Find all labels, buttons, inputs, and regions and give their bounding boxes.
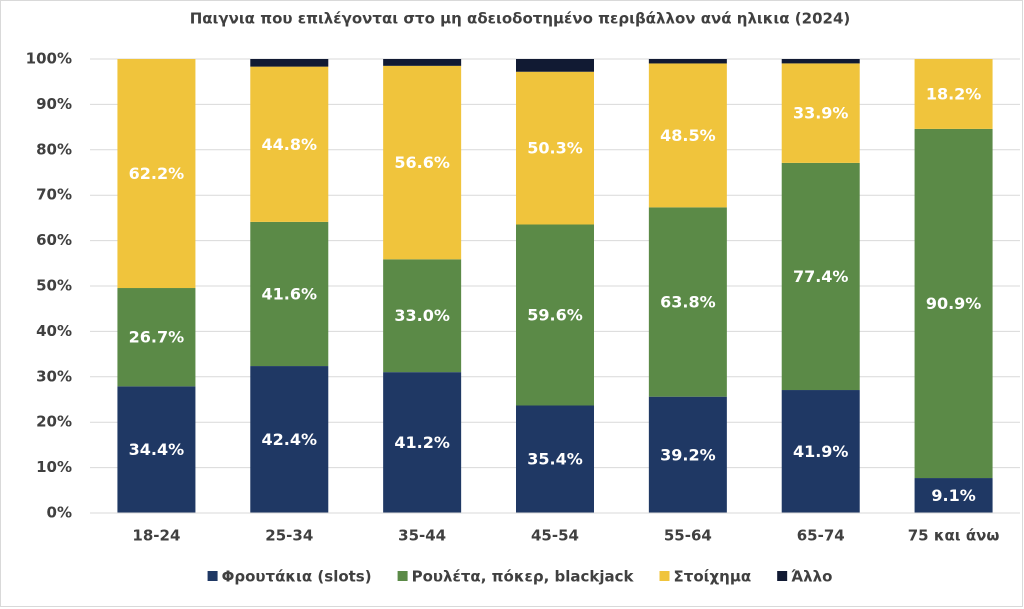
y-tick-label: 40% [36, 322, 72, 340]
y-tick-label: 50% [36, 277, 72, 295]
bar-segment [516, 224, 594, 406]
bar-segment [383, 59, 462, 66]
bar-segment [781, 162, 860, 391]
data-label: 35.4% [527, 450, 583, 469]
data-label: 41.2% [394, 433, 450, 452]
x-tick-label: 55-64 [664, 527, 712, 545]
bar-segment [383, 372, 462, 513]
bar-segment [117, 288, 196, 387]
legend-label: Φρουτάκια (slots) [222, 568, 372, 586]
bar-segment [516, 405, 594, 513]
data-label: 9.1% [931, 486, 975, 505]
chart-title: Παιγνια που επιλέγονται στο μη αδειοδοτη… [190, 10, 851, 28]
bar-segment [383, 65, 462, 260]
x-tick-label: 75 και άνω [908, 527, 1000, 545]
data-label: 63.8% [660, 293, 716, 312]
bar-segment [781, 63, 860, 163]
y-tick-label: 0% [47, 504, 72, 522]
bar-segment [250, 66, 329, 222]
data-label: 56.6% [394, 153, 450, 172]
data-label: 42.4% [262, 430, 318, 449]
data-label: 48.5% [660, 126, 716, 145]
data-label: 39.2% [660, 445, 716, 464]
legend-swatch [777, 571, 788, 581]
bar-segment [648, 207, 727, 397]
bar-segment [914, 478, 993, 513]
y-tick-label: 100% [26, 50, 72, 68]
bar-segment [117, 386, 196, 513]
data-label: 33.0% [394, 306, 450, 325]
data-label: 41.9% [793, 442, 849, 461]
legend-swatch [397, 571, 408, 581]
x-tick-label: 45-54 [531, 527, 579, 545]
bar-segment [648, 59, 727, 64]
x-tick-label: 18-24 [132, 527, 180, 545]
bar-segment [383, 259, 462, 373]
legend-label: Στοίχημα [674, 568, 752, 586]
y-tick-label: 20% [36, 413, 72, 431]
bar-segment [648, 63, 727, 208]
data-label: 90.9% [926, 294, 982, 313]
bar-segment [648, 396, 727, 513]
bar-segment [516, 71, 594, 225]
y-tick-label: 10% [36, 458, 72, 476]
bar-segment [250, 366, 329, 513]
data-label: 33.9% [793, 104, 849, 123]
data-label: 50.3% [527, 139, 583, 158]
legend-label: Ρουλέτα, πόκερ, blackjack [412, 568, 635, 586]
x-tick-label: 25-34 [265, 527, 313, 545]
data-label: 44.8% [262, 135, 318, 154]
legend-swatch [659, 571, 670, 581]
data-label: 34.4% [129, 440, 185, 459]
y-tick-label: 60% [36, 231, 72, 249]
x-tick-label: 65-74 [797, 527, 845, 545]
y-tick-label: 90% [36, 95, 72, 113]
y-tick-label: 30% [36, 367, 72, 385]
y-tick-label: 70% [36, 186, 72, 204]
data-label: 77.4% [793, 267, 849, 286]
bar-segment [516, 59, 594, 72]
bar-segment [781, 59, 860, 64]
data-label: 62.2% [129, 164, 185, 183]
bar-segment [914, 128, 993, 479]
data-label: 59.6% [527, 306, 583, 325]
legend-swatch [207, 571, 218, 581]
y-tick-label: 80% [36, 140, 72, 158]
bar-segment [250, 59, 329, 67]
bar-segment [781, 390, 860, 513]
x-tick-label: 35-44 [398, 527, 446, 545]
data-label: 18.2% [926, 84, 982, 103]
bar-segment [250, 221, 329, 367]
data-label: 26.7% [129, 328, 185, 347]
data-label: 41.6% [262, 284, 318, 303]
bar-segment [117, 59, 196, 289]
legend-label: Άλλο [791, 568, 832, 586]
bar-segment [914, 59, 993, 129]
